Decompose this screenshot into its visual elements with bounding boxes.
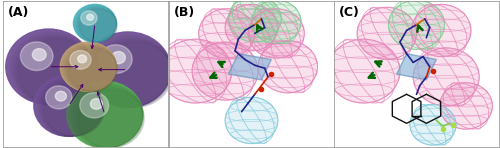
Circle shape [357, 7, 416, 59]
Circle shape [410, 104, 456, 145]
Circle shape [96, 40, 172, 107]
Circle shape [10, 32, 92, 104]
Circle shape [87, 33, 171, 107]
Polygon shape [228, 54, 272, 80]
Circle shape [76, 7, 117, 42]
Circle shape [42, 81, 104, 136]
Circle shape [85, 32, 171, 107]
Circle shape [90, 36, 172, 107]
Circle shape [77, 7, 117, 42]
Circle shape [40, 80, 104, 136]
Circle shape [62, 44, 116, 91]
Circle shape [68, 82, 143, 148]
Circle shape [67, 81, 143, 148]
Circle shape [74, 86, 144, 148]
Circle shape [328, 39, 400, 103]
Circle shape [413, 48, 479, 106]
Circle shape [60, 42, 116, 91]
Circle shape [74, 4, 116, 42]
Circle shape [46, 86, 72, 109]
Circle shape [8, 30, 92, 104]
Circle shape [64, 45, 117, 91]
Circle shape [6, 29, 91, 104]
Circle shape [6, 29, 91, 104]
Circle shape [86, 14, 94, 20]
Circle shape [79, 9, 117, 42]
Circle shape [258, 41, 318, 93]
Circle shape [66, 47, 117, 91]
Circle shape [440, 83, 492, 129]
Circle shape [412, 4, 471, 57]
Circle shape [80, 9, 118, 42]
Circle shape [248, 9, 304, 58]
Circle shape [20, 42, 53, 70]
Circle shape [78, 8, 117, 42]
Circle shape [38, 79, 104, 136]
Circle shape [74, 4, 116, 42]
Circle shape [69, 49, 117, 91]
Text: (B): (B) [174, 6, 195, 19]
Circle shape [37, 78, 104, 136]
Circle shape [65, 46, 117, 91]
Circle shape [76, 6, 116, 42]
Circle shape [159, 39, 232, 103]
Circle shape [225, 97, 278, 144]
Circle shape [78, 90, 144, 148]
Circle shape [252, 0, 301, 44]
Circle shape [62, 43, 116, 91]
Circle shape [56, 91, 66, 101]
Circle shape [94, 39, 172, 107]
Circle shape [68, 48, 117, 91]
Circle shape [78, 55, 86, 63]
Polygon shape [396, 54, 436, 80]
Circle shape [85, 32, 171, 107]
Circle shape [12, 33, 92, 104]
Circle shape [70, 50, 91, 69]
Circle shape [34, 75, 103, 136]
Circle shape [80, 11, 97, 25]
Circle shape [14, 35, 92, 104]
Circle shape [89, 35, 172, 107]
Circle shape [34, 75, 103, 136]
Circle shape [36, 77, 104, 136]
Circle shape [44, 83, 104, 136]
Circle shape [74, 5, 116, 42]
Text: (A): (A) [8, 6, 29, 19]
Circle shape [19, 39, 94, 104]
Circle shape [100, 45, 132, 73]
Circle shape [98, 42, 172, 107]
Circle shape [43, 82, 104, 136]
Circle shape [225, 4, 278, 51]
Circle shape [77, 89, 144, 148]
Circle shape [192, 42, 258, 100]
Text: (C): (C) [339, 6, 360, 19]
Circle shape [60, 42, 116, 91]
Circle shape [75, 87, 144, 148]
Circle shape [32, 49, 46, 61]
Circle shape [388, 0, 444, 49]
Circle shape [17, 38, 93, 104]
Circle shape [92, 38, 172, 107]
Circle shape [90, 99, 102, 109]
Circle shape [198, 9, 255, 58]
Circle shape [70, 84, 143, 148]
Circle shape [112, 52, 126, 64]
Circle shape [72, 85, 144, 148]
Circle shape [80, 93, 108, 118]
Circle shape [15, 36, 93, 104]
Circle shape [67, 81, 143, 148]
Circle shape [228, 0, 281, 42]
